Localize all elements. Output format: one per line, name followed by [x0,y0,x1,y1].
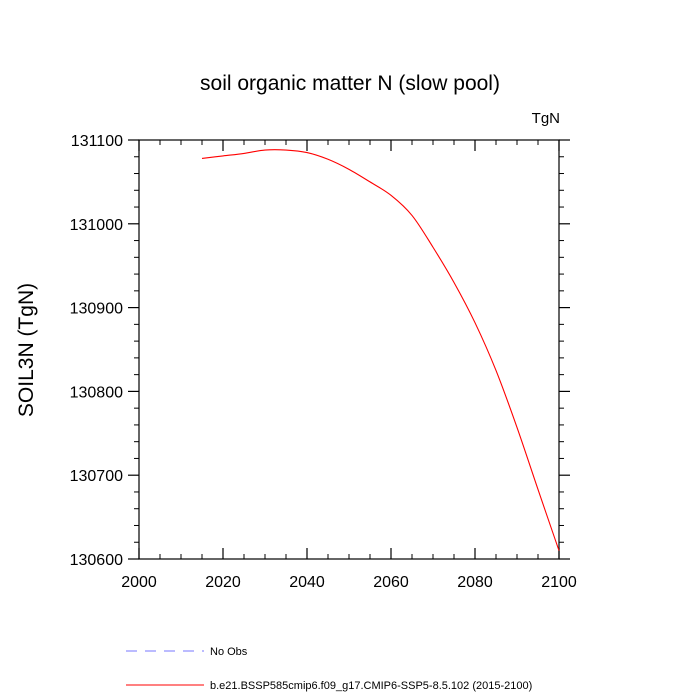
y-axis-label: SOIL3N (TgN) [15,283,38,417]
axis-ticks [128,139,570,560]
data-lines [201,149,560,551]
x-tick-label: 2080 [457,574,493,591]
series-line [201,149,560,551]
x-tick-label: 2040 [289,574,325,591]
chart-title: soil organic matter N (slow pool) [200,72,500,95]
x-tick-label: 2020 [205,574,241,591]
x-tick-label: 2060 [373,574,409,591]
y-tick-label: 130900 [70,301,123,318]
y-tick-label: 130800 [70,384,123,401]
y-tick-label: 131000 [70,217,123,234]
plot-frame [138,139,560,560]
y-tick-label: 130700 [70,468,123,485]
legend-label: b.e21.BSSP585cmip6.f09_g17.CMIP6-SSP5-8.… [210,680,532,692]
x-tick-label: 2000 [121,574,157,591]
y-tick-label: 131100 [71,133,123,150]
tick-labels: 2000 2020 2040 2060 2080 2100 130600 130700 1308… [70,133,577,591]
legend-label: No Obs [210,646,248,658]
legend: No Obs b.e21.BSSP585cmip6.f09_g17.CMIP6-S… [126,646,532,692]
units-label: TgN [532,110,560,127]
y-tick-label: 130600 [70,552,123,569]
x-tick-label: 2100 [541,574,577,591]
